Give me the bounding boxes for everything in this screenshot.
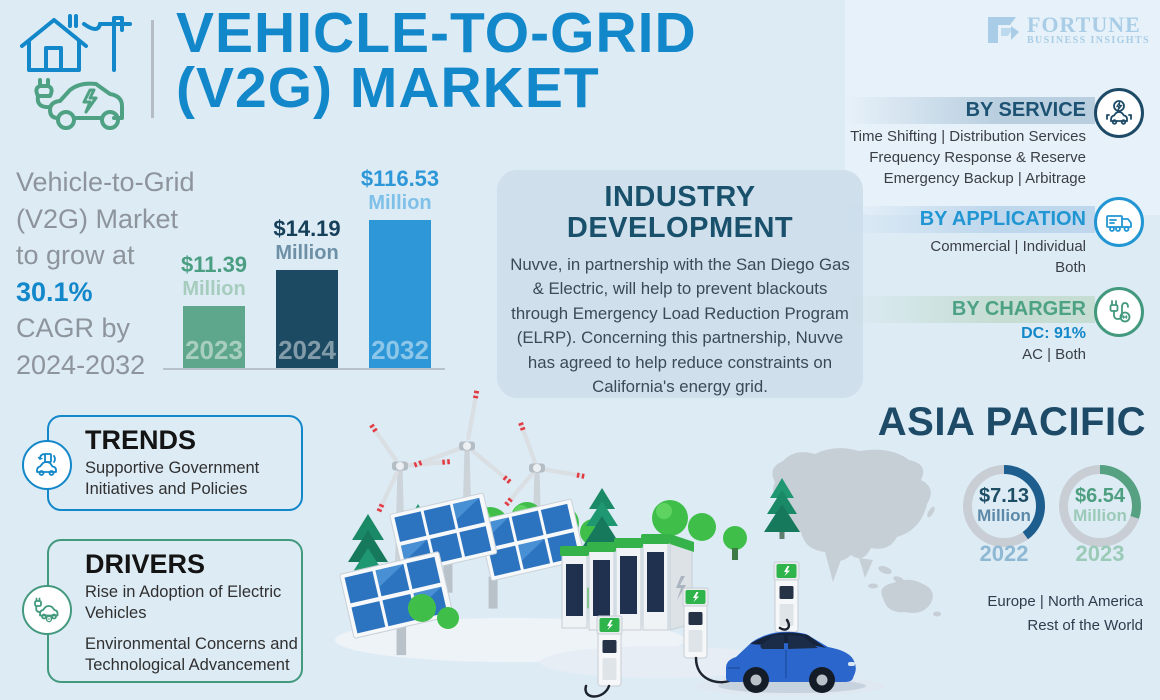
by-application-line: Both: [1055, 259, 1086, 276]
by-charger-title: BY CHARGER: [951, 298, 1086, 320]
regions-line: Rest of the World: [1027, 617, 1143, 634]
donut-2023: $6.54 Million: [1054, 460, 1146, 552]
header-icon-group: [14, 10, 146, 141]
growth-line: to grow at: [16, 240, 135, 270]
charging-station-icons: [584, 561, 800, 698]
drivers-card: DRIVERS Rise in Adoption of Electric Veh…: [47, 539, 303, 683]
bar-2023: $11.39 Million 2023: [180, 252, 248, 368]
donut-center-label: $7.13 Million: [977, 485, 1031, 525]
bar-rect: 2023: [183, 306, 245, 368]
regions-line: Europe | North America: [987, 593, 1143, 610]
bar-year-label: 2032: [371, 335, 429, 365]
growth-line: CAGR by: [16, 313, 131, 343]
title-line-2: (V2G) MARKET: [176, 56, 600, 120]
battery-storage-icon: [560, 534, 694, 631]
donut-2022: $7.13 Million: [958, 460, 1050, 552]
industry-title-line2: DEVELOPMENT: [566, 212, 794, 244]
regions-list: Europe | North America Rest of the World: [987, 590, 1143, 638]
world-map: [772, 448, 941, 617]
renewables-ev-illustration: [335, 390, 885, 698]
trends-ev-icon: [22, 440, 72, 490]
by-charger-header: BY CHARGER: [845, 296, 1095, 323]
growth-line: Vehicle-to-Grid: [16, 167, 195, 197]
bar-value-label: $11.39 Million: [180, 252, 248, 300]
page-title: VEHICLE-TO-GRID (V2G) MARKET: [176, 1, 697, 120]
asia-pacific-title: ASIA PACIFIC: [877, 400, 1146, 444]
drivers-title: DRIVERS: [85, 549, 206, 579]
header-divider: [151, 20, 154, 118]
charger-plug-icon: [1094, 287, 1144, 337]
bar-chart-baseline: [163, 368, 445, 370]
by-service-values: Time Shifting | Distribution Services Fr…: [850, 126, 1086, 189]
bar-year-label: 2023: [185, 335, 243, 365]
industry-title: INDUSTRY DEVELOPMENT: [497, 182, 863, 244]
fortune-logo-icon: [987, 17, 1019, 43]
growth-line: (V2G) Market: [16, 203, 179, 234]
truck-icon: [1094, 197, 1144, 247]
bar-rect: 2032: [369, 220, 431, 368]
bar-year-label: 2024: [278, 335, 336, 365]
by-service-line: Frequency Response & Reserve: [869, 149, 1086, 166]
title-line-1: VEHICLE-TO-GRID: [176, 1, 697, 65]
bar-value-label: $14.19 Million: [273, 216, 341, 264]
bar-2024: $14.19 Million 2024: [273, 216, 341, 368]
by-service-line: Emergency Backup | Arbitrage: [883, 170, 1086, 187]
by-application-title: BY APPLICATION: [919, 208, 1086, 230]
drivers-item: Rise in Adoption of Electric Vehicles: [85, 583, 282, 622]
growth-line: 2024-2032: [16, 349, 146, 380]
by-charger-dc-share: DC: 91%: [1021, 325, 1086, 342]
trends-card: TRENDS Supportive Government Initiatives…: [47, 415, 303, 511]
logo-tagline: BUSINESS INSIGHTS: [1026, 34, 1150, 46]
growth-cagr-value: 30.1%: [16, 276, 93, 307]
by-service-title: BY SERVICE: [965, 99, 1086, 121]
by-application-header: BY APPLICATION: [845, 206, 1095, 233]
logo-name: FORTUNE: [1026, 11, 1141, 37]
donut-year-2023: 2023: [1075, 541, 1125, 566]
industry-title-line1: INDUSTRY: [604, 181, 756, 213]
bar-rect: 2024: [276, 270, 338, 368]
ev-car-icon: [34, 78, 124, 130]
donut-year-2022: 2022: [979, 541, 1029, 566]
donut-center-label: $6.54 Million: [1073, 485, 1127, 525]
by-charger-line: AC | Both: [1022, 346, 1086, 363]
by-application-values: Commercial | Individual Both: [930, 236, 1086, 278]
industry-development-card: INDUSTRY DEVELOPMENT Nuvve, in partnersh…: [497, 170, 863, 398]
electric-car-icon: [718, 618, 866, 693]
drivers-ev-icon: [22, 585, 72, 635]
fortune-logo: FORTUNE BUSINESS INSIGHTS: [985, 12, 1150, 48]
trends-body: Supportive Government Initiatives and Po…: [85, 459, 260, 498]
house-grid-icon: [20, 14, 132, 72]
industry-body: Nuvve, in partnership with the San Diego…: [510, 255, 850, 397]
v2g-service-icon: [1094, 88, 1144, 138]
drivers-item: Environmental Concerns and Technological…: [85, 635, 298, 674]
growth-statement: Vehicle-to-Grid (V2G) Market to grow at …: [16, 164, 195, 383]
trends-title: TRENDS: [85, 425, 197, 455]
bar-value-label: $116.53 Million: [360, 166, 440, 214]
bar-2032: $116.53 Million 2032: [361, 167, 439, 368]
bar-chart: $11.39 Million 2023 $14.19 Million 2024 $116.5…: [161, 150, 449, 370]
by-application-line: Commercial | Individual: [930, 238, 1086, 255]
by-charger-values: DC: 91% AC | Both: [1021, 323, 1086, 365]
by-service-line: Time Shifting | Distribution Services: [850, 128, 1086, 145]
by-service-header: BY SERVICE: [845, 97, 1095, 124]
